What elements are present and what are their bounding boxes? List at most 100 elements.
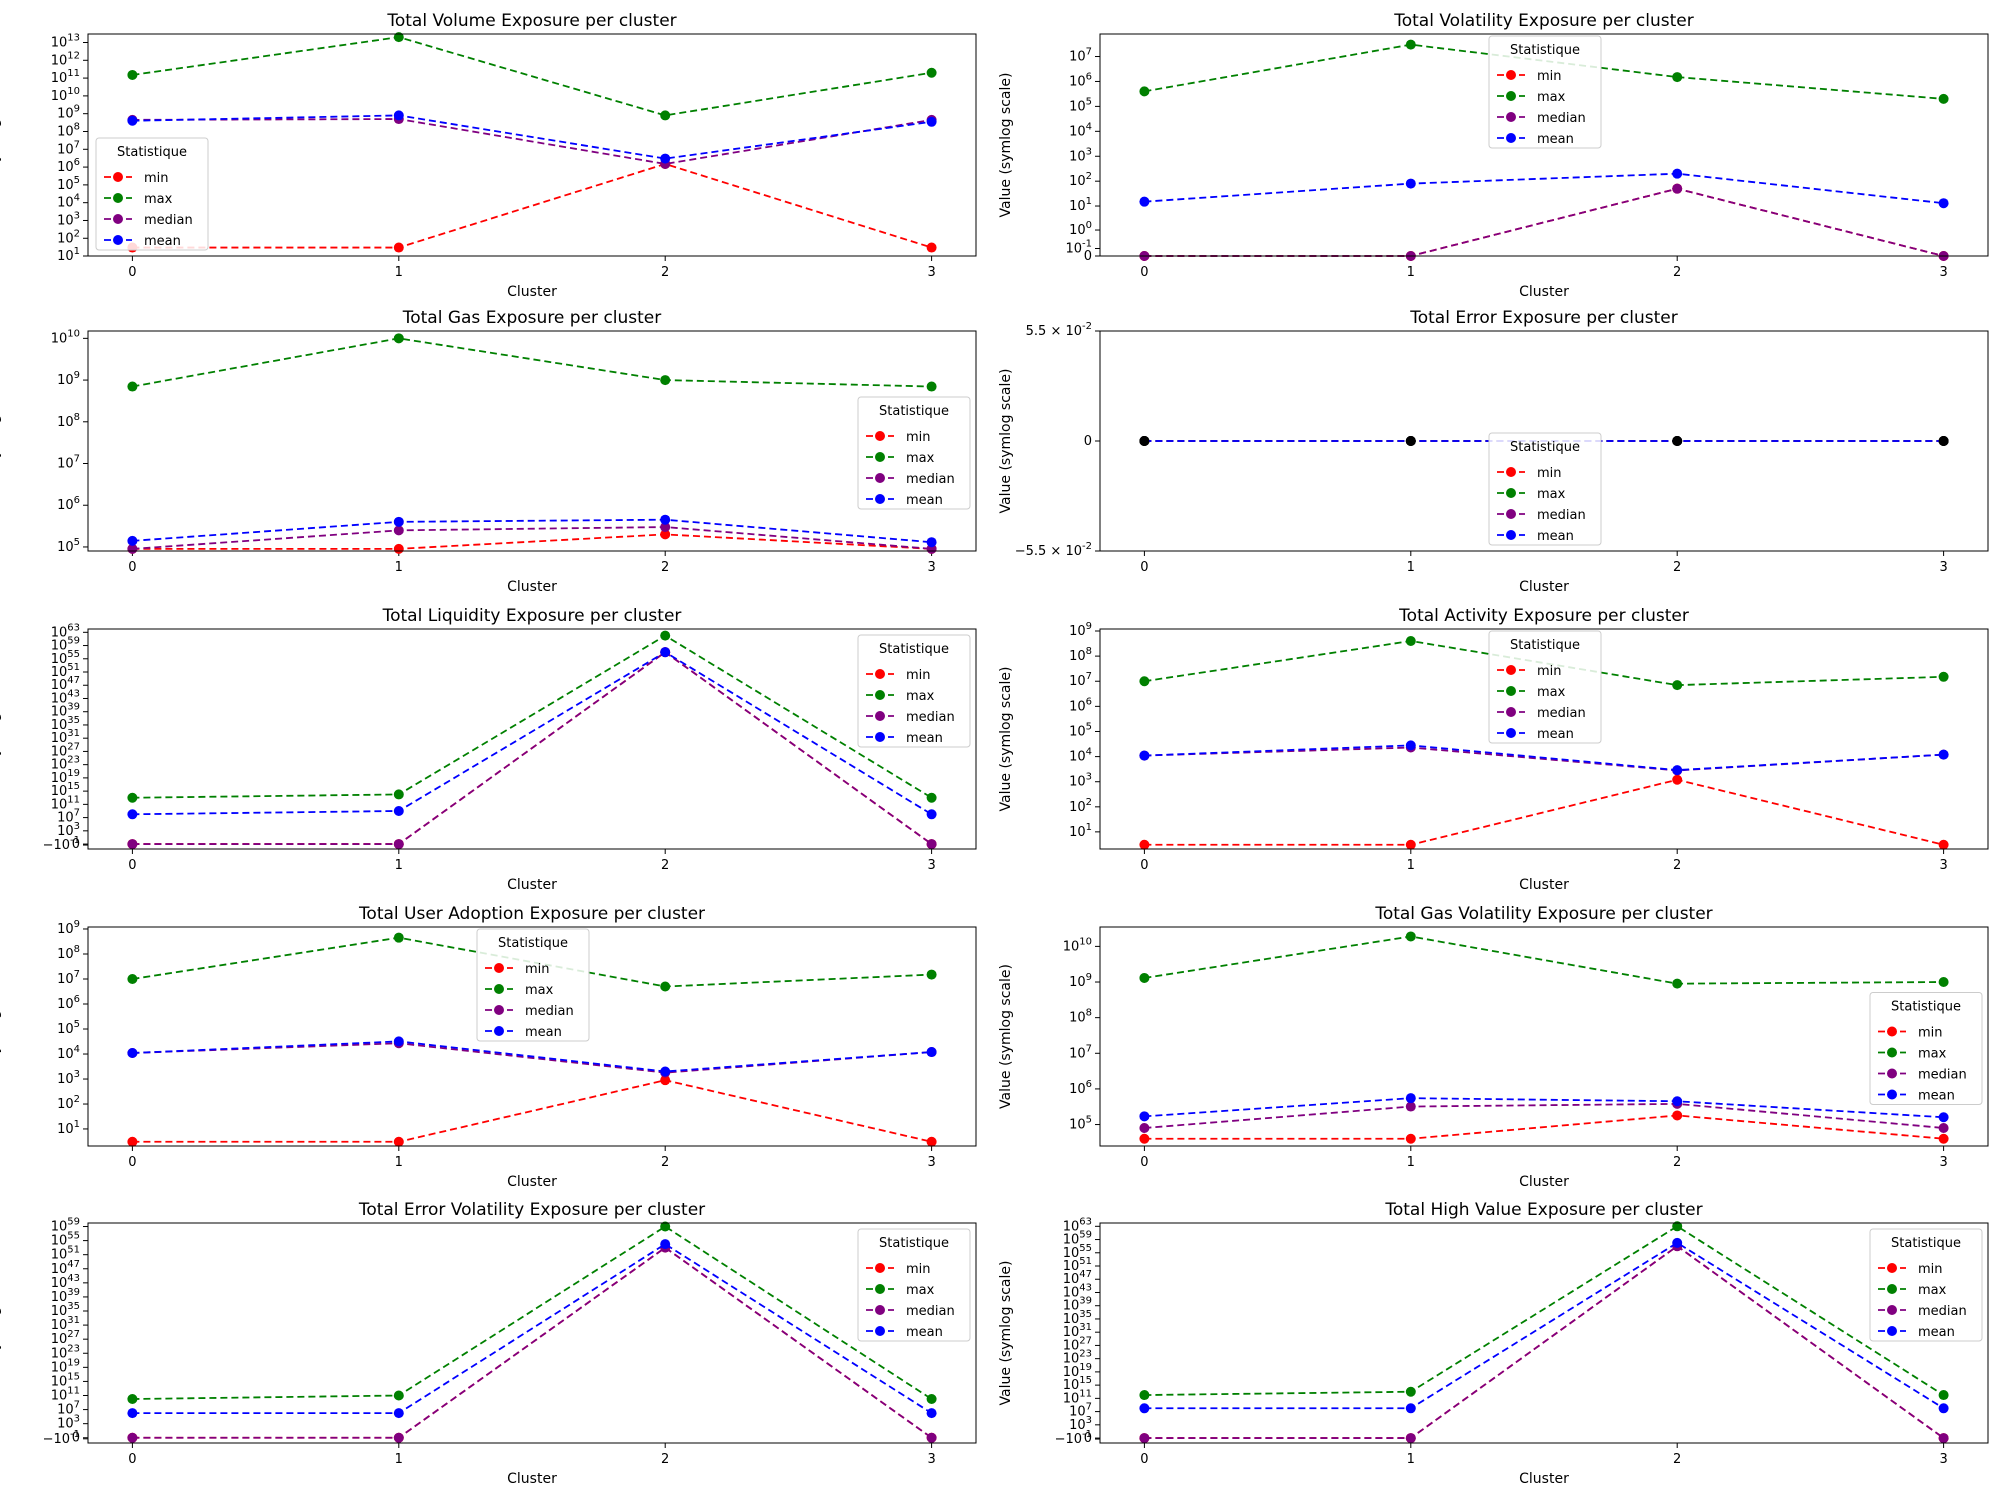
legend-title: Statistique xyxy=(117,145,187,160)
data-point-mean xyxy=(660,514,671,525)
data-point-max xyxy=(660,981,671,992)
legend-title: Statistique xyxy=(1891,1236,1961,1251)
data-point-mean xyxy=(1139,436,1150,446)
x-tick-label: 1 xyxy=(1407,560,1415,575)
legend-title: Statistique xyxy=(879,404,949,419)
legend: Statistique min max median mean xyxy=(1488,630,1602,744)
data-point-max xyxy=(1672,72,1683,83)
legend-marker-median xyxy=(875,473,885,483)
x-tick-label: 0 xyxy=(1140,1155,1148,1170)
data-point-max xyxy=(393,333,404,344)
data-point-mean xyxy=(926,116,937,127)
legend-marker-max xyxy=(1506,91,1516,101)
legend-label-max: max xyxy=(906,451,935,466)
legend-label-median: median xyxy=(906,472,955,487)
legend-marker-median xyxy=(494,1005,504,1015)
y-tick-label: 105 xyxy=(57,175,80,193)
data-point-mean xyxy=(926,809,937,820)
x-tick-label: 3 xyxy=(927,560,935,575)
y-tick-label: 107 xyxy=(57,139,80,157)
series-line-max xyxy=(132,1225,933,1400)
y-tick-label: 1059 xyxy=(1063,1230,1092,1248)
y-tick-label: 101 xyxy=(57,1119,80,1137)
data-point-median xyxy=(393,1432,404,1443)
legend-title: Statistique xyxy=(1510,638,1580,653)
data-point-min xyxy=(1938,1133,1949,1144)
data-point-min xyxy=(660,529,671,540)
series-line-max xyxy=(132,337,932,388)
series-line-median xyxy=(132,1246,933,1439)
data-point-min xyxy=(393,242,404,253)
y-tick-label: 1013 xyxy=(51,32,80,50)
x-tick-label: 1 xyxy=(1407,1155,1415,1170)
y-tick-label: 109 xyxy=(1069,621,1092,639)
legend-label-median: median xyxy=(1918,1068,1967,1083)
chart-panel-6: Total User Adoption Exposure per cluster… xyxy=(0,904,977,1190)
y-tick-label: 1027 xyxy=(51,1329,80,1347)
y-tick-label: 0 xyxy=(72,1431,80,1446)
data-point-max xyxy=(393,932,404,943)
data-point-median xyxy=(1405,1101,1416,1112)
legend-label-mean: mean xyxy=(1918,1325,1955,1340)
legend-marker-max xyxy=(494,984,504,994)
data-point-max xyxy=(660,375,671,386)
legend-marker-mean xyxy=(1506,530,1516,540)
y-tick-label: 0 xyxy=(1084,1431,1092,1446)
data-point-min xyxy=(660,1075,671,1086)
data-point-min xyxy=(1405,839,1416,850)
legend-marker-max xyxy=(1887,1284,1897,1294)
y-tick-label: 102 xyxy=(57,228,80,246)
y-tick-label: 109 xyxy=(57,104,80,122)
legend-marker-min xyxy=(1506,70,1516,80)
legend-label-max: max xyxy=(906,689,935,704)
data-point-mean xyxy=(1139,196,1150,207)
y-tick-label: 0 xyxy=(1084,434,1092,449)
series-line-max xyxy=(1144,43,1944,100)
x-axis-label: Cluster xyxy=(507,1174,557,1190)
legend-box xyxy=(857,634,971,748)
data-point-mean xyxy=(660,647,671,658)
y-tick-label: 103 xyxy=(1069,1415,1092,1433)
y-tick-label: 1023 xyxy=(51,1343,80,1361)
data-point-max xyxy=(1405,931,1416,942)
legend: Statistique min max median mean xyxy=(1488,432,1602,546)
y-tick-label: 1051 xyxy=(51,1245,80,1263)
data-point-max xyxy=(1139,1390,1150,1401)
data-point-max xyxy=(1938,671,1949,682)
y-tick-label: 104 xyxy=(57,1044,80,1062)
legend-marker-median xyxy=(1887,1305,1897,1315)
data-point-max xyxy=(1139,972,1150,983)
legend-marker-median xyxy=(875,1305,885,1315)
chart-panel-2: Total Gas Exposure per cluster 105 106 107 1… xyxy=(0,308,977,595)
y-tick-label: 1051 xyxy=(1063,1256,1092,1274)
legend-title: Statistique xyxy=(879,1236,949,1251)
y-tick-label: 104 xyxy=(1069,121,1092,139)
data-point-median xyxy=(393,525,404,536)
y-tick-label: 1047 xyxy=(51,1259,80,1277)
y-tick-label: 1023 xyxy=(1063,1349,1092,1367)
data-point-min xyxy=(127,1136,138,1147)
x-axis-label: Cluster xyxy=(1519,579,1569,595)
series-line-min xyxy=(1144,187,1944,257)
x-tick-label: 2 xyxy=(661,1155,669,1170)
data-point-mean xyxy=(1405,436,1416,446)
series-line-median xyxy=(1144,1245,1945,1439)
series-line-max xyxy=(132,936,932,988)
x-tick-label: 0 xyxy=(1140,1452,1148,1467)
chart-title: Total Error Exposure per cluster xyxy=(1409,308,1678,328)
legend-label-median: median xyxy=(1537,508,1586,523)
legend-title: Statistique xyxy=(1891,1000,1961,1015)
legend-marker-max xyxy=(875,452,885,462)
legend-label-mean: mean xyxy=(144,234,181,249)
data-point-max xyxy=(926,1394,937,1405)
data-point-max xyxy=(1938,977,1949,988)
chart-panel-5: Total Activity Exposure per cluster10110… xyxy=(998,606,1989,893)
series-line-median xyxy=(132,118,932,165)
y-tick-label: 1019 xyxy=(51,1357,80,1375)
x-tick-label: 1 xyxy=(395,560,403,575)
data-point-mean xyxy=(926,1047,937,1058)
chart-title: Total Liquidity Exposure per cluster xyxy=(382,606,682,626)
legend-marker-median xyxy=(1506,112,1516,122)
y-tick-label: 1031 xyxy=(51,728,80,746)
legend-marker-max xyxy=(875,690,885,700)
